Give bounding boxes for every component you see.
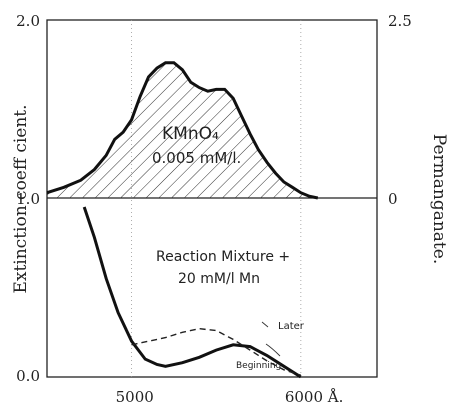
x-tick-6000: 6000 Å. xyxy=(285,388,344,406)
right-tick-2.5: 2.5 xyxy=(388,12,412,30)
upper-annotation: KMnO₄ 0.005 mM/l. xyxy=(152,124,241,167)
kmno4-absorption-curve xyxy=(46,61,319,200)
left-tick-0.0: 0.0 xyxy=(16,367,40,385)
kmno4-hatched-area xyxy=(47,62,318,199)
left-y-axis-label: Extinction coeff cient. xyxy=(11,104,31,293)
x-tick-labels: 5000 6000 Å. xyxy=(116,388,344,406)
annotation-reaction-mixture: Reaction Mixture + xyxy=(156,249,290,265)
annotation-kmno4: KMnO₄ xyxy=(162,124,219,144)
series-line-later xyxy=(131,327,302,376)
x-tick-5000: 5000 xyxy=(116,388,154,406)
left-y-tick-labels: 2.0 1.0 0.0 xyxy=(16,12,40,385)
curve-label-beginning: Beginning xyxy=(236,361,281,371)
series-line-beginning xyxy=(82,206,302,379)
right-y-tick-labels: 2.50 xyxy=(388,12,412,208)
lower-annotation: Reaction Mixture + 20 mM/l Mn xyxy=(156,249,290,287)
left-tick-2.0: 2.0 xyxy=(16,12,40,30)
annotation-mn-concentration: 20 mM/l Mn xyxy=(178,271,260,287)
right-y-axis-label: Permanganate. xyxy=(429,134,449,264)
right-tick-0: 0 xyxy=(388,190,398,208)
curve-label-later: Later xyxy=(278,321,305,332)
label-leaders xyxy=(261,321,281,357)
left-tick-1.0: 1.0 xyxy=(16,190,40,208)
annotation-concentration: 0.005 mM/l. xyxy=(152,149,241,167)
